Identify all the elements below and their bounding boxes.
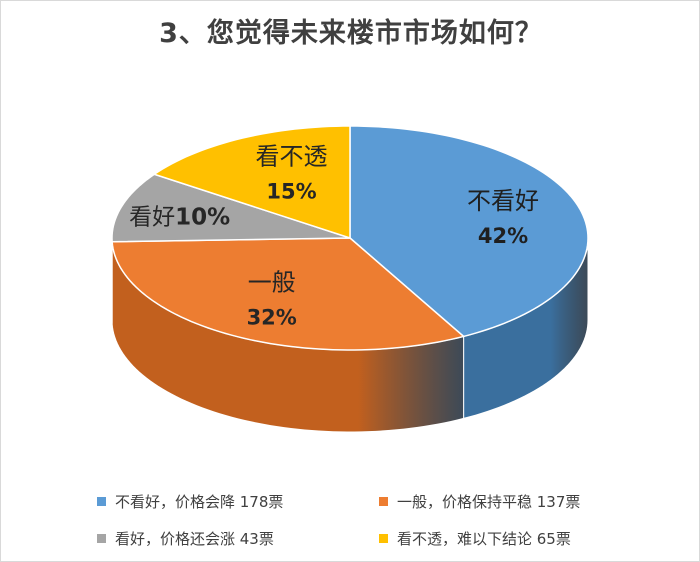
slice-label-3: 看好10% — [129, 205, 230, 231]
pie-slice-2 — [111, 237, 466, 351]
legend-label: 一般，价格保持平稳 137票 — [397, 493, 581, 511]
slice-label-1: 不看好 — [467, 187, 539, 215]
legend-item-kanbutou: 看不透，难以下结论 65票 — [379, 528, 649, 549]
legend-swatch — [97, 497, 106, 506]
legend-swatch — [379, 497, 388, 506]
legend-label: 看不透，难以下结论 65票 — [397, 530, 571, 548]
legend-item-bukanhao: 不看好，价格会降 178票 — [97, 491, 379, 512]
slice-percent-2: 32% — [247, 305, 297, 329]
slice-label-2: 一般 — [248, 268, 296, 296]
pie-slice-1 — [349, 125, 589, 338]
legend-label: 不看好，价格会降 178票 — [115, 493, 284, 511]
pie-chart: 不看好 42% 一般 32% 看好10% 看不透 15% — [111, 125, 589, 433]
pie-slice-3 — [111, 173, 351, 243]
slice-percent-4: 15% — [266, 180, 316, 204]
slice-label-4: 看不透 — [256, 143, 328, 171]
legend-label: 看好，价格还会涨 43票 — [115, 530, 274, 548]
slice-percent-1: 42% — [478, 224, 528, 248]
legend-item-kanhao: 看好，价格还会涨 43票 — [97, 528, 379, 549]
pie-slice-4 — [152, 125, 351, 240]
legend-swatch — [379, 534, 388, 543]
chart-title: 3、您觉得未来楼市市场如何？ — [159, 18, 543, 49]
legend-item-yiban: 一般，价格保持平稳 137票 — [379, 491, 649, 512]
legend-swatch — [97, 534, 106, 543]
legend: 不看好，价格会降 178票 一般，价格保持平稳 137票 看好，价格还会涨 43… — [97, 491, 657, 549]
